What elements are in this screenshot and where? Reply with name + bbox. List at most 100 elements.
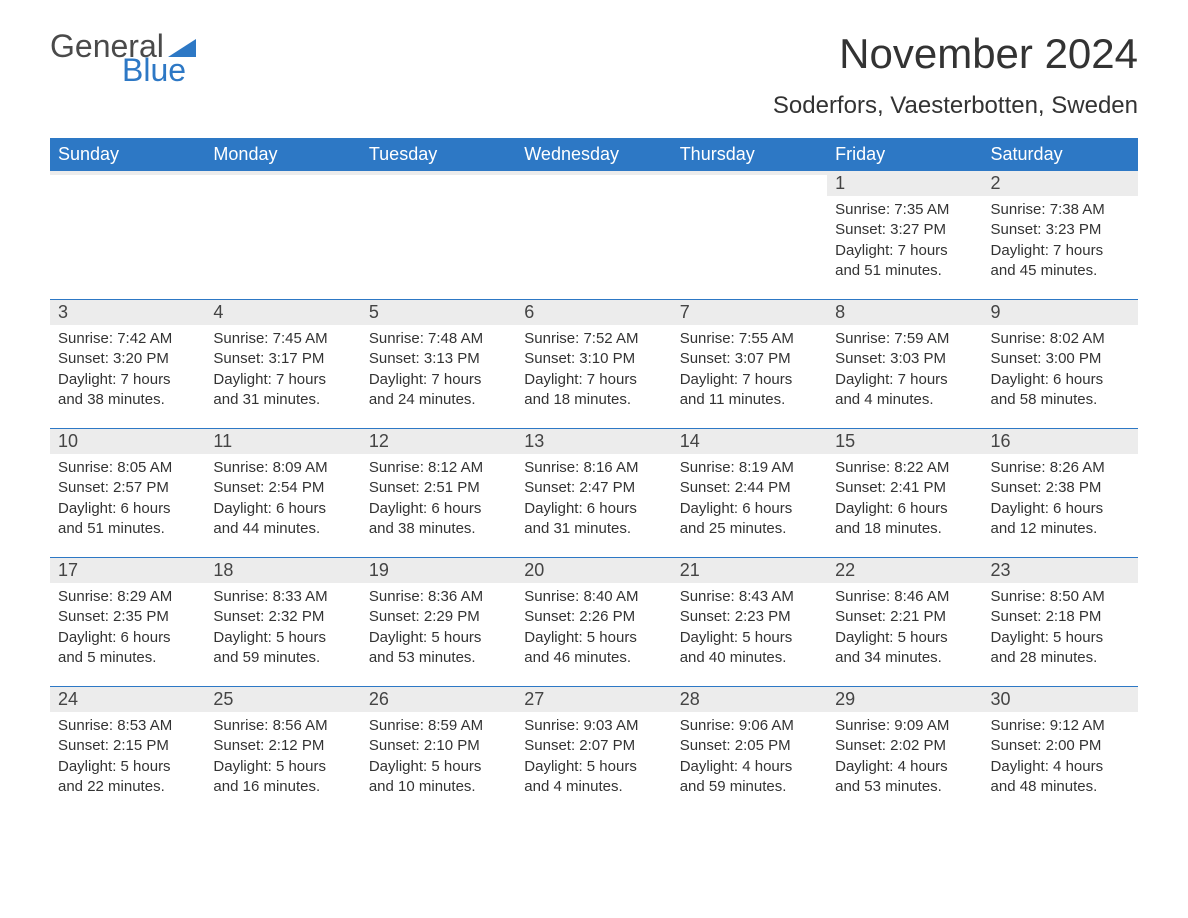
day-header-thu: Thursday: [672, 138, 827, 171]
day-number: 20: [516, 558, 671, 583]
day-body: Sunrise: 7:35 AMSunset: 3:27 PMDaylight:…: [827, 196, 982, 291]
day-line: Daylight: 5 hours and 40 minutes.: [680, 628, 819, 669]
day-body: Sunrise: 8:22 AMSunset: 2:41 PMDaylight:…: [827, 454, 982, 549]
day-number: 2: [983, 171, 1138, 196]
day-line: Sunrise: 8:40 AM: [524, 587, 663, 607]
day-number: 10: [50, 429, 205, 454]
day-line: Daylight: 5 hours and 28 minutes.: [991, 628, 1130, 669]
day-line: Sunrise: 8:05 AM: [58, 458, 197, 478]
day-line: Sunrise: 9:03 AM: [524, 716, 663, 736]
day-line: Daylight: 7 hours and 24 minutes.: [369, 370, 508, 411]
day-line: Sunrise: 8:19 AM: [680, 458, 819, 478]
day-line: Sunrise: 9:09 AM: [835, 716, 974, 736]
day-line: Sunset: 3:20 PM: [58, 349, 197, 369]
day-body: Sunrise: 7:48 AMSunset: 3:13 PMDaylight:…: [361, 325, 516, 420]
day-line: Sunset: 2:38 PM: [991, 478, 1130, 498]
day-cell: 10Sunrise: 8:05 AMSunset: 2:57 PMDayligh…: [50, 429, 205, 557]
day-line: Daylight: 6 hours and 31 minutes.: [524, 499, 663, 540]
day-body: Sunrise: 7:59 AMSunset: 3:03 PMDaylight:…: [827, 325, 982, 420]
day-cell: 18Sunrise: 8:33 AMSunset: 2:32 PMDayligh…: [205, 558, 360, 686]
day-number: 19: [361, 558, 516, 583]
day-cell: 30Sunrise: 9:12 AMSunset: 2:00 PMDayligh…: [983, 687, 1138, 815]
day-line: Sunset: 2:32 PM: [213, 607, 352, 627]
day-line: Sunrise: 8:33 AM: [213, 587, 352, 607]
day-line: Daylight: 7 hours and 11 minutes.: [680, 370, 819, 411]
day-line: Daylight: 5 hours and 59 minutes.: [213, 628, 352, 669]
day-line: Daylight: 5 hours and 53 minutes.: [369, 628, 508, 669]
day-line: Sunrise: 8:46 AM: [835, 587, 974, 607]
day-body: [672, 175, 827, 189]
day-header-row: Sunday Monday Tuesday Wednesday Thursday…: [50, 138, 1138, 171]
week-row: 1Sunrise: 7:35 AMSunset: 3:27 PMDaylight…: [50, 171, 1138, 299]
day-number: 15: [827, 429, 982, 454]
day-line: Sunset: 2:07 PM: [524, 736, 663, 756]
day-body: Sunrise: 8:29 AMSunset: 2:35 PMDaylight:…: [50, 583, 205, 678]
day-body: Sunrise: 8:09 AMSunset: 2:54 PMDaylight:…: [205, 454, 360, 549]
day-number: 8: [827, 300, 982, 325]
day-line: Sunset: 3:23 PM: [991, 220, 1130, 240]
day-number: 13: [516, 429, 671, 454]
day-line: Daylight: 5 hours and 46 minutes.: [524, 628, 663, 669]
day-cell: [672, 171, 827, 299]
day-line: Daylight: 7 hours and 45 minutes.: [991, 241, 1130, 282]
day-body: Sunrise: 8:26 AMSunset: 2:38 PMDaylight:…: [983, 454, 1138, 549]
day-cell: 5Sunrise: 7:48 AMSunset: 3:13 PMDaylight…: [361, 300, 516, 428]
day-body: Sunrise: 8:43 AMSunset: 2:23 PMDaylight:…: [672, 583, 827, 678]
day-line: Sunrise: 8:36 AM: [369, 587, 508, 607]
day-line: Sunrise: 7:42 AM: [58, 329, 197, 349]
day-number: 16: [983, 429, 1138, 454]
day-line: Sunset: 3:10 PM: [524, 349, 663, 369]
day-cell: 3 Sunrise: 7:42 AMSunset: 3:20 PMDaylight…: [50, 300, 205, 428]
day-line: Sunrise: 8:29 AM: [58, 587, 197, 607]
day-line: Sunset: 2:54 PM: [213, 478, 352, 498]
day-line: Daylight: 6 hours and 12 minutes.: [991, 499, 1130, 540]
day-body: Sunrise: 8:56 AMSunset: 2:12 PMDaylight:…: [205, 712, 360, 807]
day-number: 7: [672, 300, 827, 325]
day-line: Sunrise: 8:02 AM: [991, 329, 1130, 349]
day-number: 14: [672, 429, 827, 454]
day-line: Sunrise: 7:55 AM: [680, 329, 819, 349]
day-cell: 7Sunrise: 7:55 AMSunset: 3:07 PMDaylight…: [672, 300, 827, 428]
day-cell: [516, 171, 671, 299]
week-row: 17Sunrise: 8:29 AMSunset: 2:35 PMDayligh…: [50, 557, 1138, 686]
day-body: Sunrise: 8:53 AMSunset: 2:15 PMDaylight:…: [50, 712, 205, 807]
day-line: Sunrise: 8:26 AM: [991, 458, 1130, 478]
day-line: Daylight: 6 hours and 38 minutes.: [369, 499, 508, 540]
location-subtitle: Soderfors, Vaesterbotten, Sweden: [50, 92, 1138, 120]
day-cell: [361, 171, 516, 299]
day-cell: 2 Sunrise: 7:38 AMSunset: 3:23 PMDaylight…: [983, 171, 1138, 299]
logo-text-blue: Blue: [122, 54, 186, 86]
day-line: Sunrise: 8:53 AM: [58, 716, 197, 736]
day-number: 3: [50, 300, 205, 325]
day-cell: 13 Sunrise: 8:16 AMSunset: 2:47 PMDayligh…: [516, 429, 671, 557]
day-number: 21: [672, 558, 827, 583]
day-line: Sunset: 2:47 PM: [524, 478, 663, 498]
day-header-fri: Friday: [827, 138, 982, 171]
day-cell: 21Sunrise: 8:43 AMSunset: 2:23 PMDayligh…: [672, 558, 827, 686]
day-header-tue: Tuesday: [361, 138, 516, 171]
day-body: Sunrise: 7:52 AMSunset: 3:10 PMDaylight:…: [516, 325, 671, 420]
day-line: Sunset: 2:44 PM: [680, 478, 819, 498]
day-line: Sunrise: 8:16 AM: [524, 458, 663, 478]
page-title: November 2024: [839, 30, 1138, 78]
day-line: Sunset: 2:29 PM: [369, 607, 508, 627]
day-line: Sunrise: 8:09 AM: [213, 458, 352, 478]
day-line: Sunset: 2:35 PM: [58, 607, 197, 627]
day-line: Sunrise: 7:38 AM: [991, 200, 1130, 220]
day-line: Daylight: 5 hours and 10 minutes.: [369, 757, 508, 798]
day-body: Sunrise: 8:02 AMSunset: 3:00 PMDaylight:…: [983, 325, 1138, 420]
calendar: Sunday Monday Tuesday Wednesday Thursday…: [50, 138, 1138, 815]
day-line: Daylight: 7 hours and 38 minutes.: [58, 370, 197, 411]
day-line: Sunrise: 7:48 AM: [369, 329, 508, 349]
day-cell: 6Sunrise: 7:52 AMSunset: 3:10 PMDaylight…: [516, 300, 671, 428]
day-number: 24: [50, 687, 205, 712]
day-line: Sunset: 2:00 PM: [991, 736, 1130, 756]
day-body: Sunrise: 8:33 AMSunset: 2:32 PMDaylight:…: [205, 583, 360, 678]
day-line: Sunset: 3:03 PM: [835, 349, 974, 369]
day-line: Sunrise: 8:59 AM: [369, 716, 508, 736]
day-cell: 19 Sunrise: 8:36 AMSunset: 2:29 PMDayligh…: [361, 558, 516, 686]
day-line: Sunrise: 7:59 AM: [835, 329, 974, 349]
day-line: Sunrise: 8:56 AM: [213, 716, 352, 736]
day-line: Daylight: 6 hours and 18 minutes.: [835, 499, 974, 540]
week-row: 3Sunrise: 7:42 AMSunset: 3:20 PMDaylight…: [50, 299, 1138, 428]
